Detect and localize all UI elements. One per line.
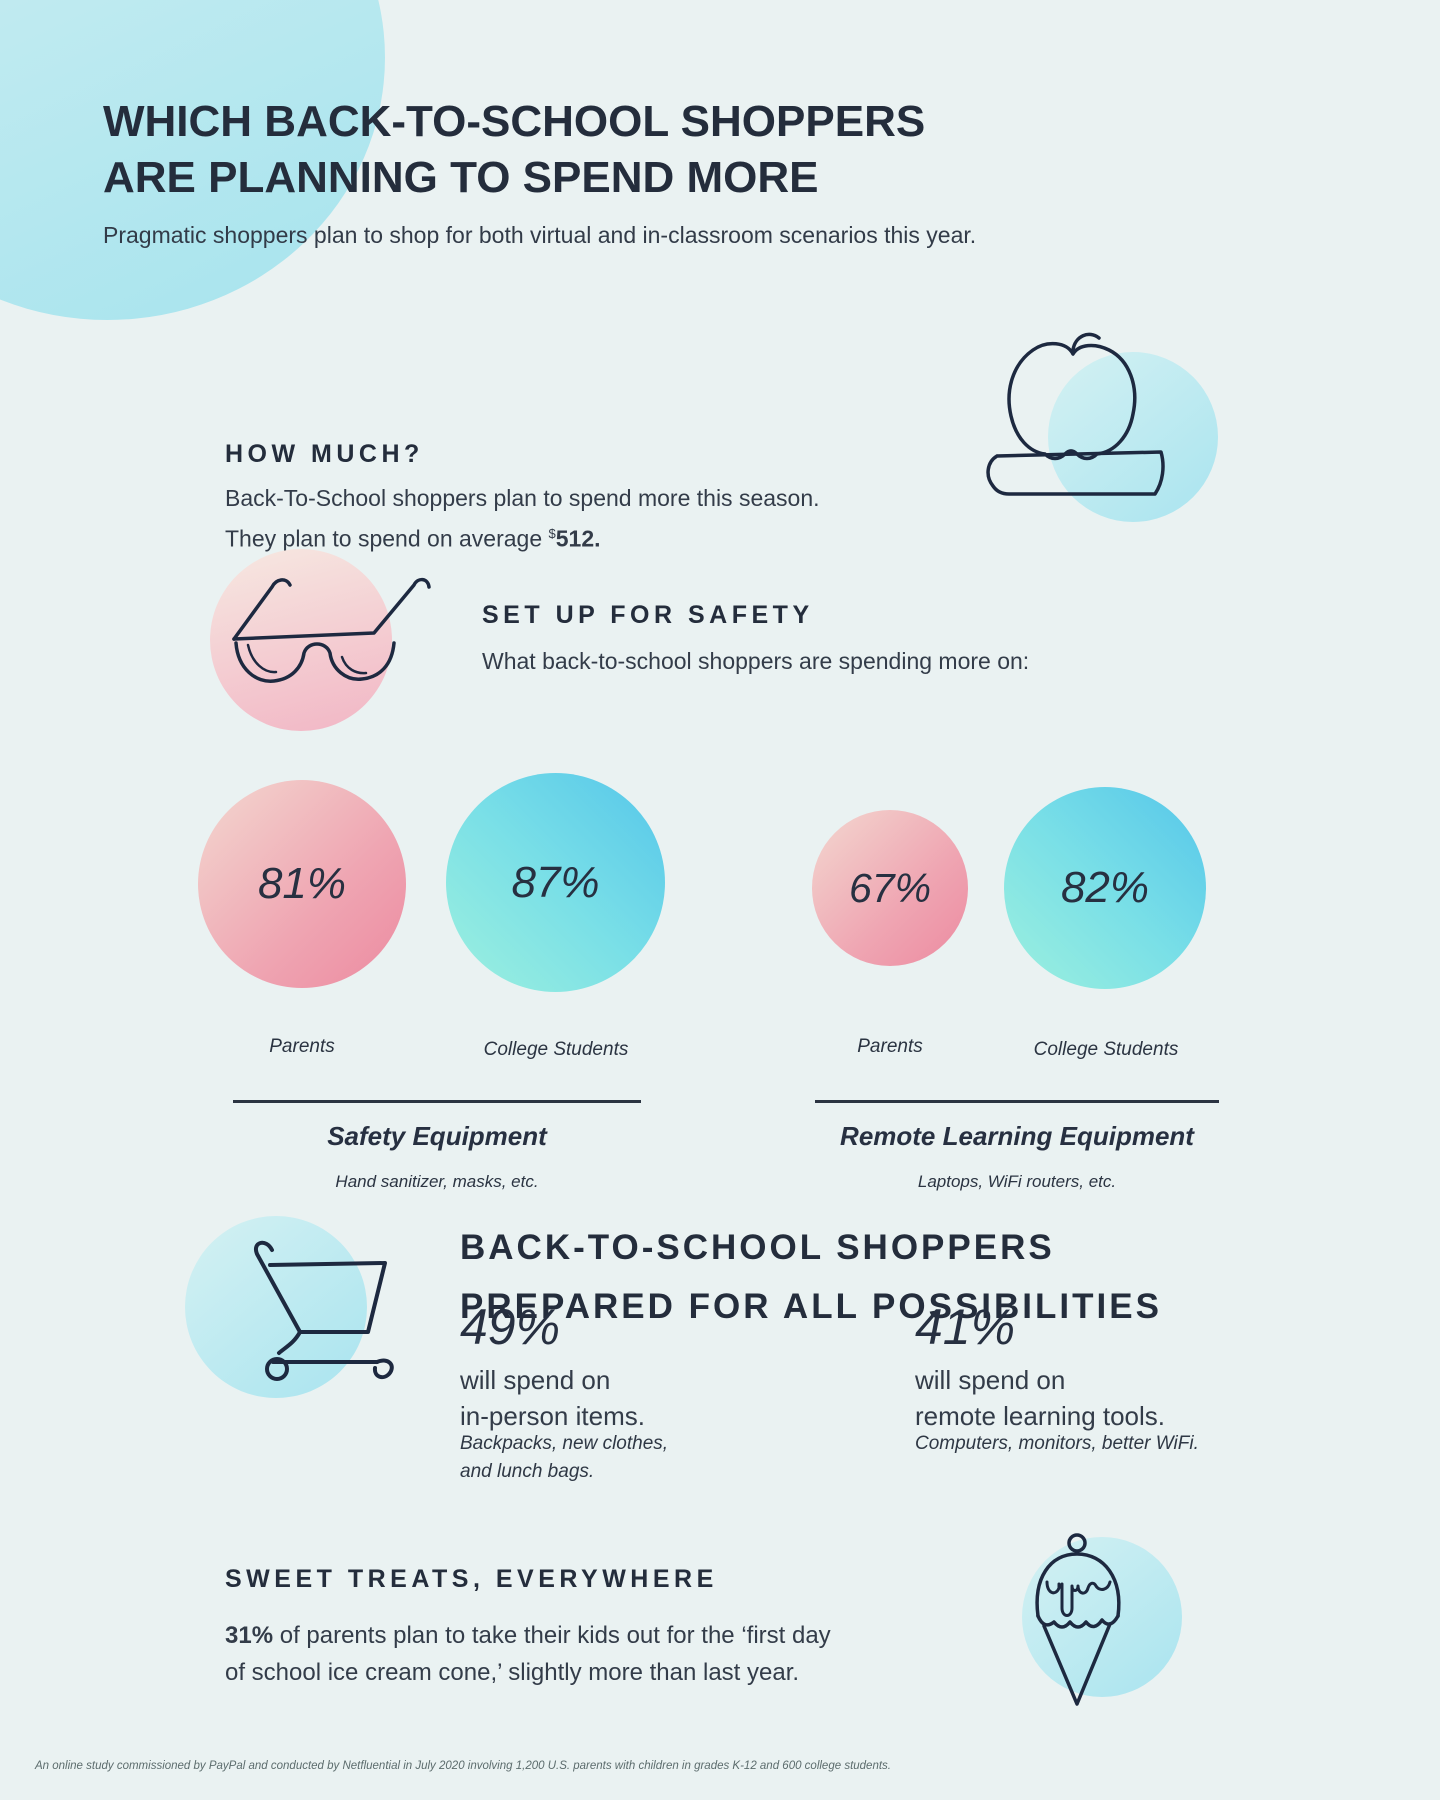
stat-in-person-note: Backpacks, new clothes, and lunch bags. [460, 1433, 669, 1482]
prepared-heading: BACK-TO-SCHOOL SHOPPERS PREPARED FOR ALL… [460, 1218, 1162, 1336]
prepared-heading-line1: BACK-TO-SCHOOL SHOPPERS [460, 1228, 1055, 1267]
apple-on-book-icon [985, 330, 1225, 510]
ice-cream-icon [1028, 1528, 1128, 1714]
bubble-label-college-safety: College Students [483, 1039, 629, 1060]
stat-in-person-value: 49% [460, 1299, 561, 1355]
stat-remote-note: Computers, monitors, better WiFi. [915, 1433, 1199, 1454]
stat-remote-body: will spend on remote learning tools. [915, 1365, 1166, 1431]
shopping-cart-icon [248, 1240, 398, 1382]
safety-subheading: What back-to-school shoppers are spendin… [482, 648, 1030, 674]
stat-in-person-body: will spend on in-person items. [460, 1365, 645, 1431]
page-title-line1: WHICH BACK-TO-SCHOOL SHOPPERS [103, 97, 926, 146]
divider-remote-group [815, 1100, 1219, 1103]
how-much-body-line1: Back-To-School shoppers plan to spend mo… [225, 485, 820, 511]
bubble-college-safety: 87% [446, 773, 665, 992]
bubble-label-parents-safety: Parents [269, 1036, 335, 1057]
bubble-label-parents-remote: Parents [857, 1036, 923, 1057]
group-subtitle-safety: Hand sanitizer, masks, etc. [335, 1172, 539, 1191]
glasses-icon [228, 577, 434, 693]
cart-icon-background-circle [185, 1216, 367, 1398]
stat-remote-value: 41% [915, 1299, 1016, 1355]
sweet-treats-percentage: 31% [225, 1622, 274, 1649]
bubble-value: 81% [257, 859, 347, 908]
bubble-parents-safety: 81% [198, 780, 406, 988]
divider-safety-group [233, 1100, 641, 1103]
prepared-heading-line2: PREPARED FOR ALL POSSIBILITIES [460, 1287, 1162, 1326]
sweet-treats-line2: of school ice cream cone,’ slightly more… [225, 1659, 800, 1686]
safety-heading: SET UP FOR SAFETY [482, 601, 814, 629]
bubble-label-college-remote: College Students [1033, 1039, 1179, 1060]
bubble-college-remote: 82% [1004, 787, 1206, 989]
group-title-safety: Safety Equipment [327, 1121, 547, 1151]
page-title-line2: ARE PLANNING TO SPEND MORE [103, 153, 819, 202]
group-title-remote: Remote Learning Equipment [840, 1121, 1194, 1151]
page-subtitle: Pragmatic shoppers plan to shop for both… [103, 222, 977, 248]
page-title: WHICH BACK-TO-SCHOOL SHOPPERS ARE PLANNI… [103, 94, 925, 206]
group-subtitle-remote: Laptops, WiFi routers, etc. [917, 1172, 1117, 1191]
bubble-value: 67% [848, 864, 932, 911]
how-much-body-line2: They plan to spend on average $512. [225, 525, 601, 552]
how-much-body: Back-To-School shoppers plan to spend mo… [225, 481, 820, 557]
footer-source-note: An online study commissioned by PayPal a… [35, 1760, 891, 1772]
bubble-value: 82% [1060, 863, 1150, 912]
bubble-parents-remote: 67% [812, 810, 968, 966]
bubble-value: 87% [511, 857, 600, 907]
dollar-sign: $ [548, 526, 556, 541]
sweet-treats-line1: 31% of parents plan to take their kids o… [225, 1622, 831, 1649]
how-much-heading: HOW MUCH? [225, 440, 424, 468]
sweet-treats-heading: SWEET TREATS, EVERYWHERE [225, 1565, 718, 1593]
sweet-treats-body: 31% of parents plan to take their kids o… [225, 1617, 831, 1691]
average-spend-value: 512. [555, 525, 601, 552]
